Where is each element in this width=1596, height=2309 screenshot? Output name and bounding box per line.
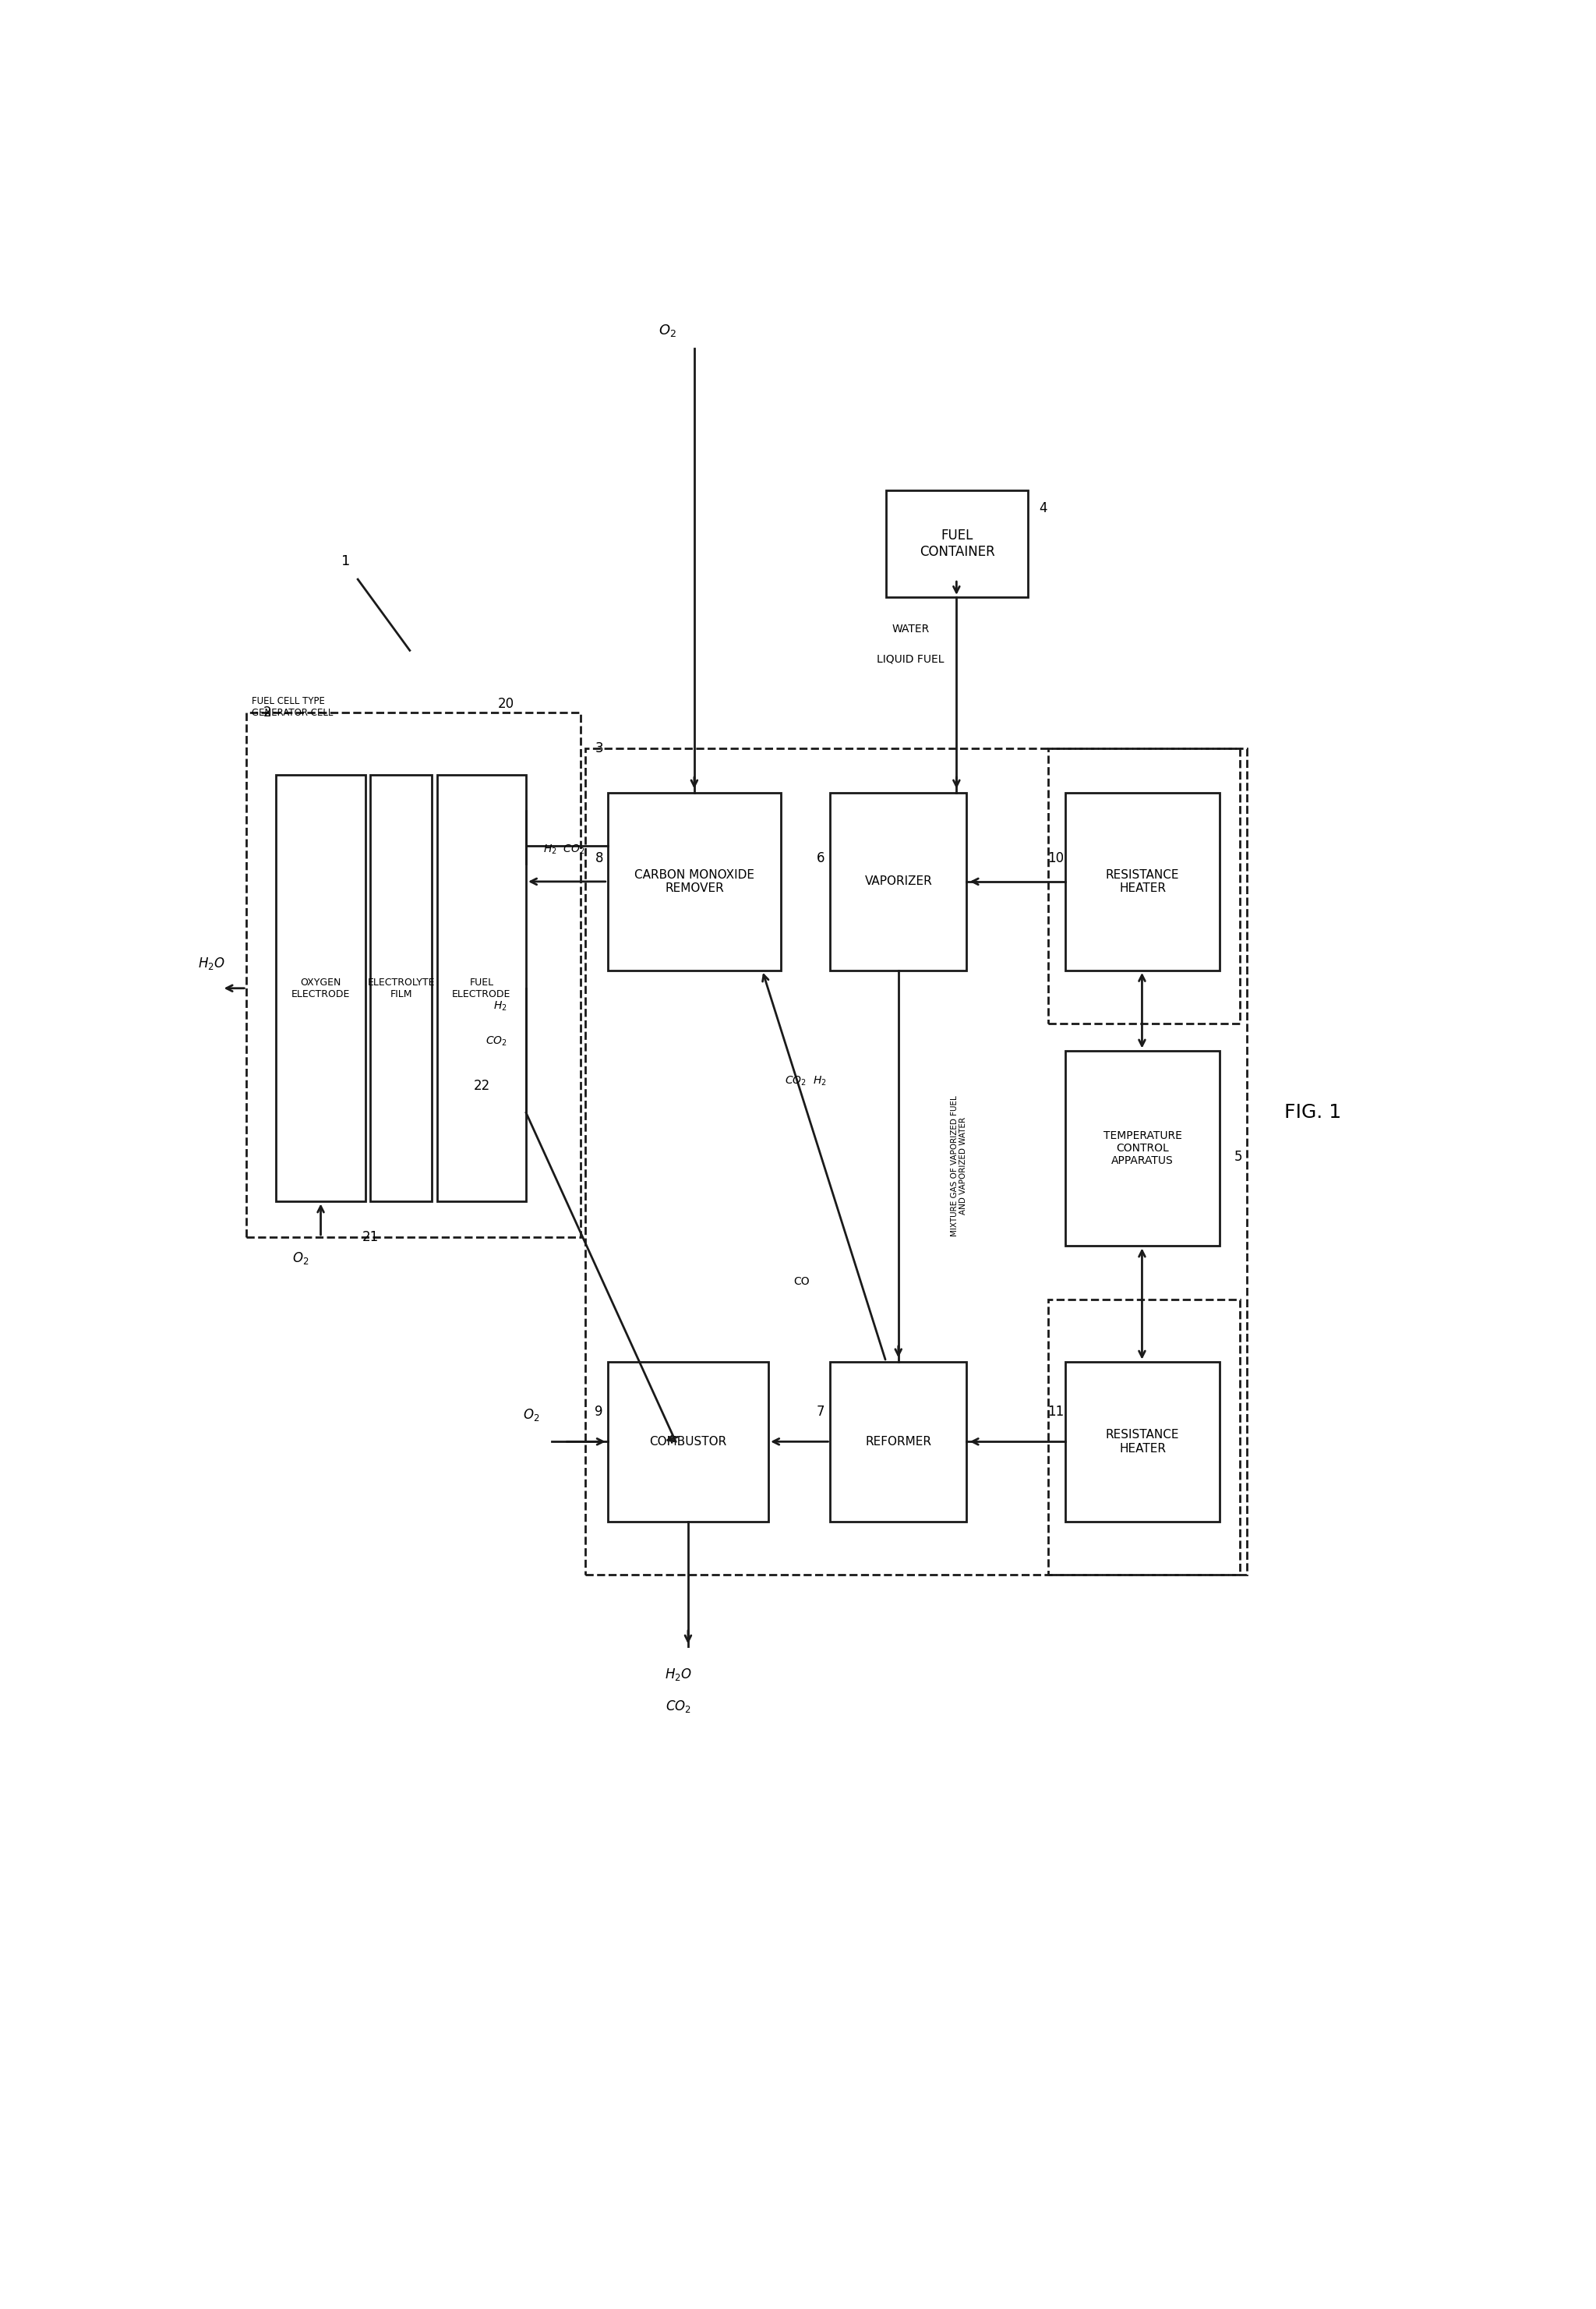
Text: 21: 21 — [362, 1231, 378, 1245]
Text: 10: 10 — [1047, 852, 1063, 866]
Text: WATER: WATER — [892, 623, 929, 635]
Bar — [276, 776, 365, 1201]
Text: $H_2$: $H_2$ — [493, 1000, 508, 1011]
Bar — [608, 1362, 769, 1522]
Text: 3: 3 — [595, 741, 603, 755]
Text: OXYGEN
ELECTRODE: OXYGEN ELECTRODE — [292, 977, 350, 1000]
Text: $O_2$: $O_2$ — [658, 323, 677, 337]
Bar — [1066, 1362, 1219, 1522]
Text: $H_2O$: $H_2O$ — [664, 1667, 691, 1683]
Text: VAPORIZER: VAPORIZER — [865, 875, 932, 887]
Text: MIXTURE GAS OF VAPORIZED FUEL
AND VAPORIZED WATER: MIXTURE GAS OF VAPORIZED FUEL AND VAPORI… — [951, 1094, 967, 1238]
Bar — [608, 792, 780, 970]
Text: $CO_2$: $CO_2$ — [485, 1034, 508, 1048]
Text: 9: 9 — [595, 1404, 603, 1418]
Text: $CO_2$  $H_2$: $CO_2$ $H_2$ — [785, 1074, 827, 1088]
Text: COMBUSTOR: COMBUSTOR — [650, 1436, 726, 1448]
Text: FUEL
ELECTRODE: FUEL ELECTRODE — [452, 977, 511, 1000]
Text: RESISTANCE
HEATER: RESISTANCE HEATER — [1106, 1429, 1179, 1455]
Text: $H_2O$: $H_2O$ — [198, 956, 225, 972]
Bar — [886, 490, 1028, 598]
Bar — [586, 748, 1246, 1575]
Bar — [1066, 1051, 1219, 1247]
Text: FUEL CELL TYPE
GENERATOR CELL: FUEL CELL TYPE GENERATOR CELL — [252, 697, 334, 718]
Text: FUEL
CONTAINER: FUEL CONTAINER — [919, 529, 994, 559]
Text: 6: 6 — [816, 852, 825, 866]
Bar — [1049, 1300, 1240, 1575]
Text: FIG. 1: FIG. 1 — [1285, 1104, 1341, 1122]
Text: RESISTANCE
HEATER: RESISTANCE HEATER — [1106, 868, 1179, 894]
Bar — [246, 713, 581, 1238]
Text: 7: 7 — [816, 1404, 825, 1418]
Text: 20: 20 — [498, 697, 514, 711]
Bar — [437, 776, 527, 1201]
Bar — [1049, 748, 1240, 1023]
Text: $H_2$  $CO_2$: $H_2$ $CO_2$ — [544, 843, 586, 857]
Text: $O_2$: $O_2$ — [292, 1251, 310, 1265]
Text: 22: 22 — [474, 1078, 490, 1092]
Text: TEMPERATURE
CONTROL
APPARATUS: TEMPERATURE CONTROL APPARATUS — [1103, 1129, 1183, 1166]
Text: 11: 11 — [1047, 1404, 1063, 1418]
Text: 8: 8 — [595, 852, 603, 866]
Text: ELECTROLYTE
FILM: ELECTROLYTE FILM — [367, 977, 434, 1000]
Text: 1: 1 — [342, 554, 350, 568]
Text: LIQUID FUEL: LIQUID FUEL — [878, 653, 945, 665]
Text: $O_2$: $O_2$ — [522, 1406, 539, 1422]
Text: REFORMER: REFORMER — [865, 1436, 932, 1448]
Text: 2: 2 — [263, 707, 271, 720]
Text: CARBON MONOXIDE
REMOVER: CARBON MONOXIDE REMOVER — [634, 868, 755, 894]
Text: 5: 5 — [1234, 1150, 1243, 1164]
Bar — [1066, 792, 1219, 970]
Bar — [830, 1362, 967, 1522]
Bar — [370, 776, 433, 1201]
Text: $CO_2$: $CO_2$ — [666, 1699, 691, 1713]
Text: CO: CO — [793, 1277, 809, 1286]
Text: 4: 4 — [1039, 501, 1047, 515]
Bar — [830, 792, 967, 970]
